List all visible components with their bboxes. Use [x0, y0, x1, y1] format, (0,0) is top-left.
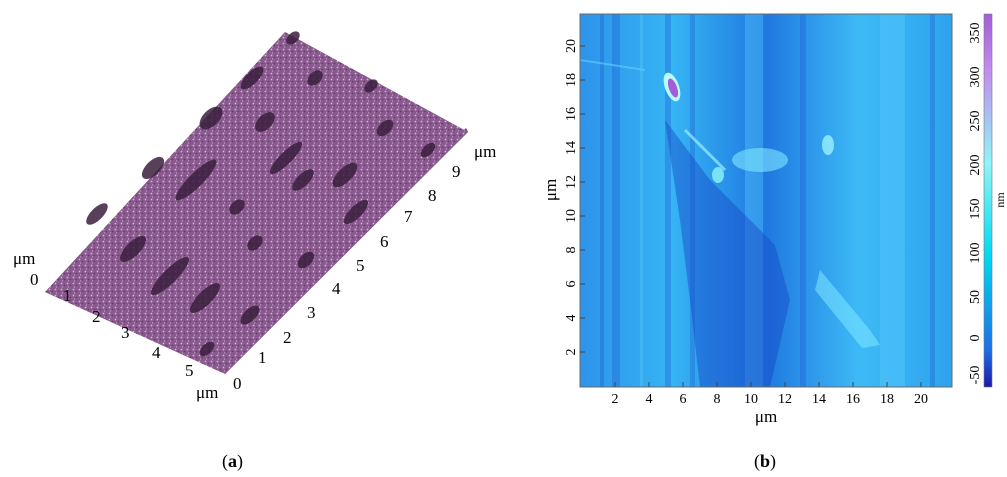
tick-long-2: 2 [283, 328, 292, 347]
y-tick-6: 6 [564, 281, 579, 288]
y-tick-20: 20 [564, 39, 579, 53]
tick-long-6: 6 [380, 232, 389, 251]
panel-b-x-tick-labels: 2 4 6 8 10 12 14 16 18 20 [612, 392, 929, 407]
caption-a: (a) [222, 451, 243, 471]
map-bright-spot [822, 135, 834, 155]
map-background [580, 14, 952, 387]
tick-long-3: 3 [307, 303, 316, 322]
y-tick-4: 4 [564, 315, 579, 322]
caption-b: (b) [754, 451, 777, 471]
panel-b-height-map [580, 14, 952, 387]
colorbar-tick-labels: -50 0 50 100 150 200 250 300 350 [968, 23, 983, 385]
map-crack-line [683, 128, 727, 172]
x-tick-4: 4 [646, 392, 653, 407]
tick-short-0: 0 [30, 270, 39, 289]
caption-a-letter: a [228, 451, 237, 471]
cbar-tick-200: 200 [968, 155, 983, 176]
x-tick-8: 8 [714, 392, 721, 407]
x-tick-14: 14 [812, 392, 826, 407]
panel-b-y-tick-labels: 2 4 6 8 10 12 14 16 18 20 [564, 39, 579, 356]
tick-short-5: 5 [185, 361, 194, 380]
x-tick-10: 10 [744, 392, 758, 407]
colorbar [983, 13, 993, 388]
cbar-tick-50: 50 [968, 290, 983, 304]
x-tick-6: 6 [680, 392, 687, 407]
tick-short-1: 1 [63, 286, 72, 305]
tick-long-8: 8 [428, 186, 437, 205]
cbar-tick-300: 300 [968, 67, 983, 88]
tick-long-0: 0 [233, 374, 242, 393]
panel-a-unit-bottom: μm [196, 383, 218, 402]
surface-pits [86, 31, 436, 357]
caption-b-letter: b [760, 451, 771, 471]
map-frame [579, 13, 953, 388]
x-tick-12: 12 [778, 392, 792, 407]
cbar-tick-0: 0 [968, 335, 983, 342]
cbar-tick-100: 100 [968, 243, 983, 264]
map-peak [667, 78, 679, 98]
tick-long-1: 1 [258, 348, 267, 367]
panel-b-ylabel: μm [541, 179, 560, 201]
map-dark-region [665, 120, 790, 387]
tick-long-4: 4 [332, 279, 341, 298]
map-stripes [600, 14, 935, 387]
y-tick-12: 12 [564, 175, 579, 189]
cbar-tick-250: 250 [968, 111, 983, 132]
map-bright-band [815, 270, 880, 348]
cbar-tick-350: 350 [968, 23, 983, 44]
y-tick-18: 18 [564, 73, 579, 87]
map-small-peak [712, 167, 724, 183]
map-crack-line-2 [580, 59, 646, 71]
tick-short-2: 2 [92, 307, 101, 326]
y-tick-2: 2 [564, 349, 579, 356]
cbar-tick-neg50: -50 [968, 366, 983, 385]
x-tick-2: 2 [612, 392, 619, 407]
panel-a-right-axis: 0 1 2 3 4 5 6 7 8 9 μm [233, 142, 496, 393]
panel-a-left-axis: μm 0 1 2 3 4 5 μm [13, 249, 218, 402]
y-tick-16: 16 [564, 107, 579, 121]
panel-a-3d-surface [45, 31, 468, 374]
map-bright-patch [732, 148, 788, 172]
tick-short-3: 3 [121, 323, 130, 342]
x-tick-20: 20 [914, 392, 928, 407]
y-tick-10: 10 [564, 209, 579, 223]
y-tick-8: 8 [564, 247, 579, 254]
tick-long-5: 5 [356, 256, 365, 275]
colorbar-unit: nm [993, 192, 1007, 208]
panel-a-unit-right: μm [474, 142, 496, 161]
panel-b-xlabel: μm [755, 407, 777, 426]
cbar-tick-150: 150 [968, 199, 983, 220]
x-tick-16: 16 [846, 392, 860, 407]
tick-long-9: 9 [452, 162, 461, 181]
tick-long-7: 7 [404, 207, 413, 226]
panel-a-unit-left: μm [13, 249, 35, 268]
x-tick-18: 18 [880, 392, 894, 407]
surface-top [45, 32, 468, 374]
panel-b-tick-marks [580, 45, 922, 387]
y-tick-14: 14 [564, 141, 579, 155]
tick-short-4: 4 [152, 343, 161, 362]
